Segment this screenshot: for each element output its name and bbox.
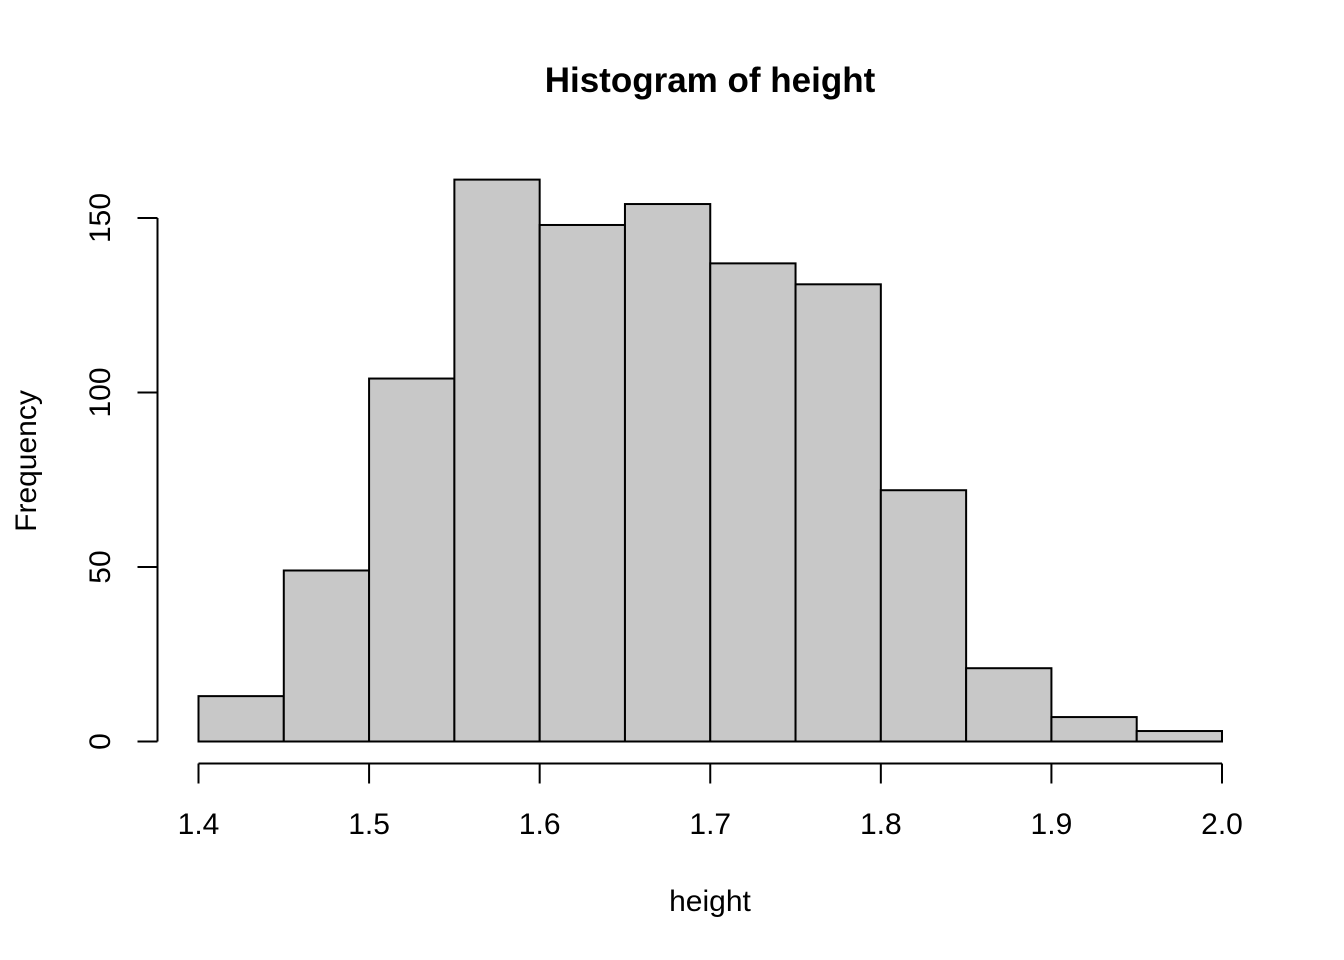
x-tick-label: 1.5 — [348, 808, 390, 841]
y-axis-label: Frequency — [10, 390, 43, 532]
y-tick-label: 100 — [84, 367, 117, 417]
x-tick-label: 1.6 — [519, 808, 561, 841]
histogram-bar — [623, 203, 712, 743]
histogram-bar — [709, 262, 797, 743]
histogram-bars — [197, 178, 1224, 743]
histogram-bar — [879, 489, 968, 743]
histogram-bar — [538, 223, 626, 743]
y-tick-label: 150 — [84, 193, 117, 243]
x-axis-label: height — [669, 885, 751, 918]
x-tick-label: 1.8 — [860, 808, 902, 841]
x-tick-label: 1.4 — [178, 808, 220, 841]
histogram-bar — [197, 695, 285, 743]
histogram-bar — [282, 569, 371, 743]
y-tick-label: 50 — [84, 550, 117, 583]
histogram-bar — [1135, 730, 1224, 743]
histogram-bar — [1050, 716, 1138, 743]
histogram-bar — [794, 283, 882, 743]
histogram-bar — [453, 178, 541, 743]
x-tick-label: 2.0 — [1201, 808, 1243, 841]
chart-title: Histogram of height — [545, 61, 876, 100]
histogram-bar — [965, 667, 1053, 743]
x-axis: 1.4 1.5 1.6 1.7 1.8 1.9 2.0 — [178, 762, 1243, 841]
y-tick-label: 0 — [84, 733, 117, 750]
histogram-bar — [368, 377, 456, 743]
x-tick-label: 1.9 — [1031, 808, 1073, 841]
y-axis: 0 50 100 150 — [84, 193, 159, 750]
x-tick-label: 1.7 — [689, 808, 731, 841]
